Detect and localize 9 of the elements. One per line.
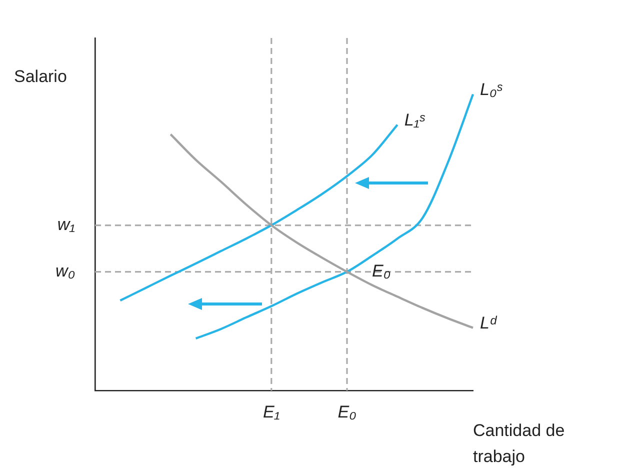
series-label: L₀ˢ	[480, 80, 503, 100]
annotation: E₀	[372, 262, 391, 281]
x-tick-label: E₁	[263, 402, 280, 422]
series-label: Lᵈ	[480, 314, 498, 333]
y-axis-title: Salario	[14, 66, 67, 88]
series-label: L₁ˢ	[404, 110, 426, 130]
x-axis-title: Cantidad de trabajo	[473, 420, 566, 468]
ref-line-label: w₀	[56, 262, 75, 281]
ref-line-label: w₁	[57, 215, 75, 234]
